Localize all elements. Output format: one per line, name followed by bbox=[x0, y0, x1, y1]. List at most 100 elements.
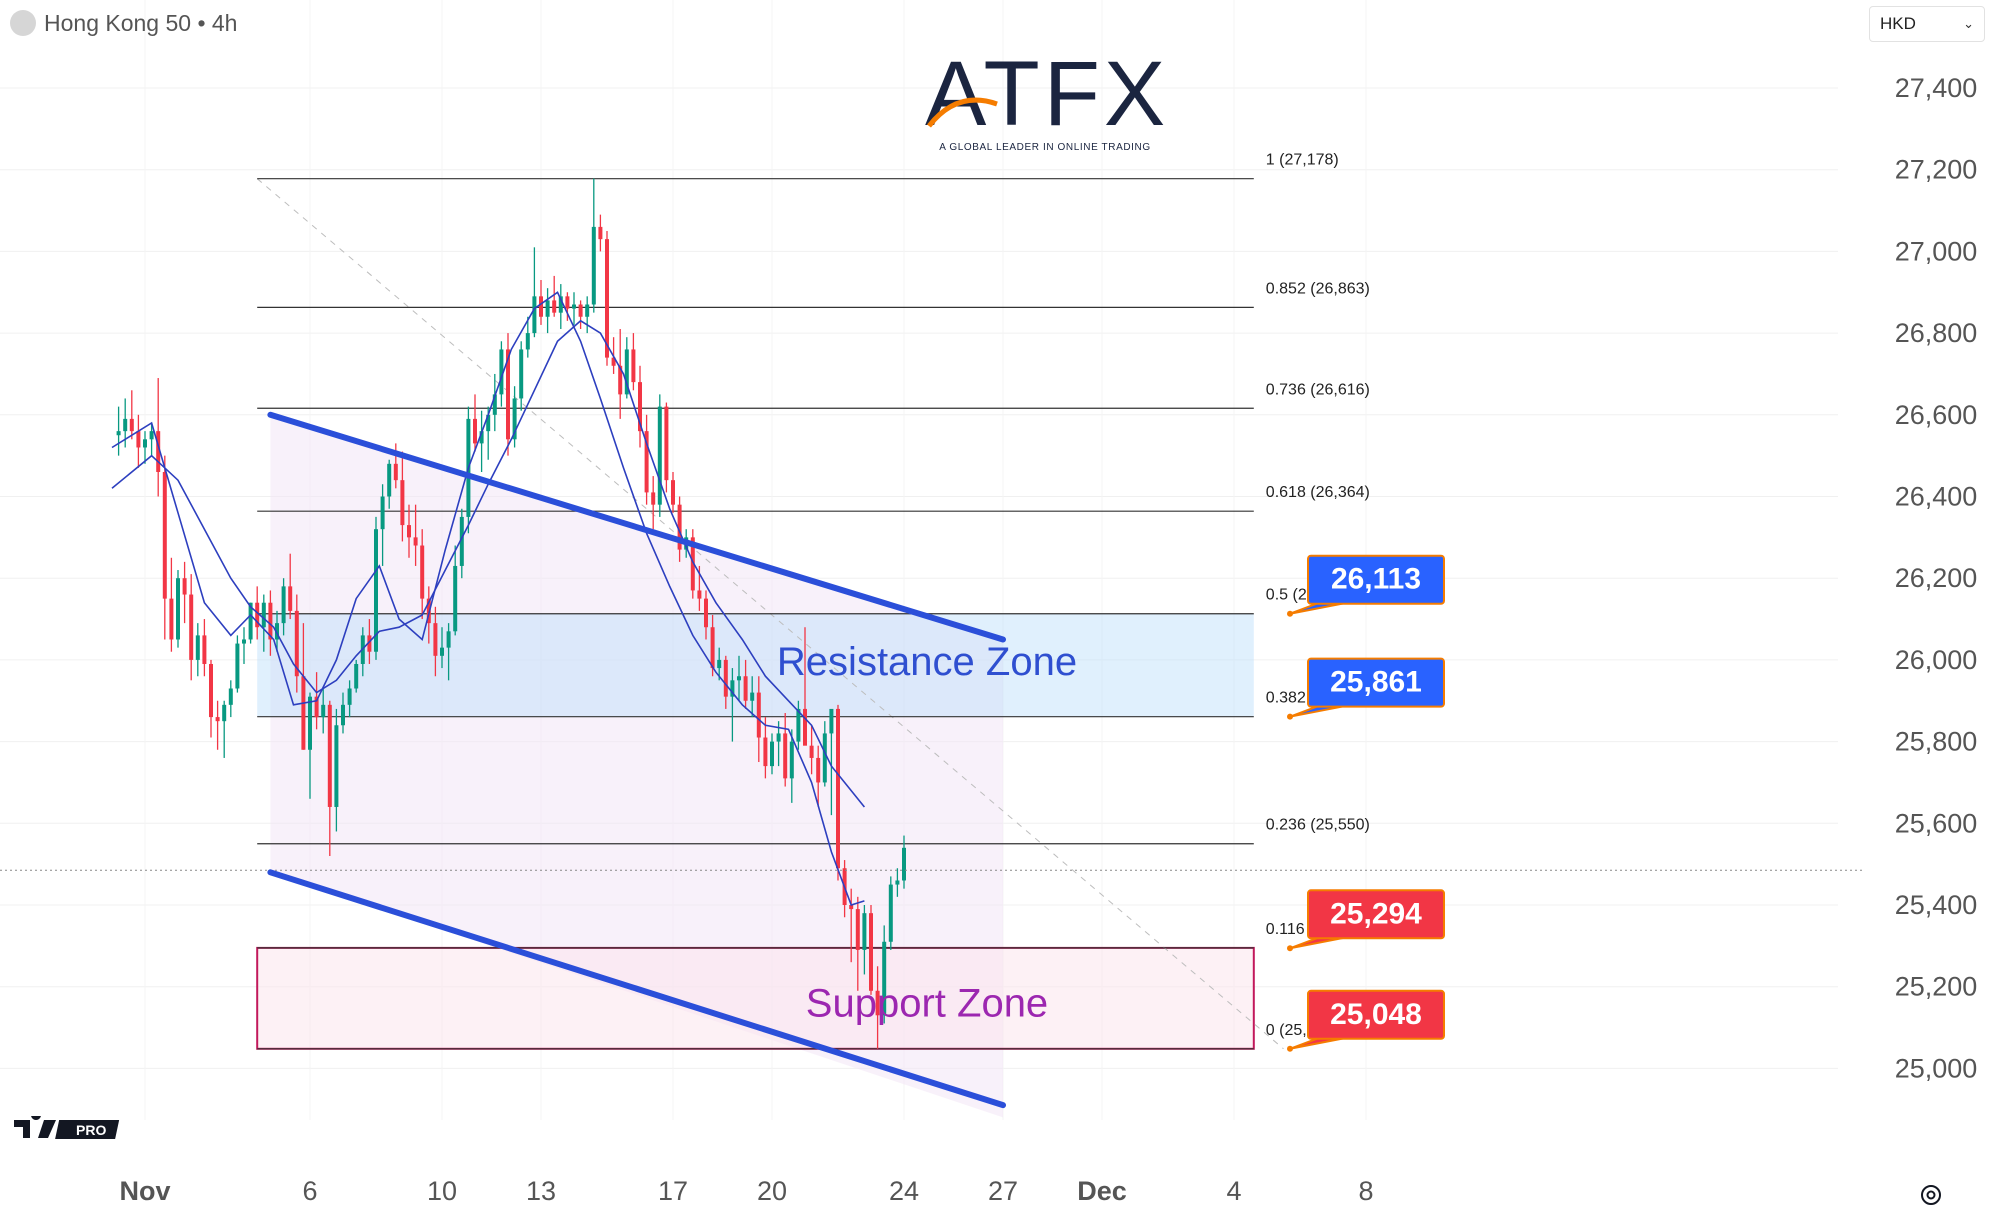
candle-body[interactable] bbox=[750, 692, 755, 701]
moving-average-layer[interactable] bbox=[111, 291, 866, 906]
candle-body[interactable] bbox=[743, 676, 748, 701]
candle-body[interactable] bbox=[275, 623, 279, 640]
candle-body[interactable] bbox=[875, 990, 880, 1016]
candle-body[interactable] bbox=[525, 333, 530, 350]
candle-body[interactable] bbox=[809, 745, 814, 758]
candle-body[interactable] bbox=[288, 586, 293, 611]
candle-body[interactable] bbox=[354, 663, 359, 689]
candle-body[interactable] bbox=[664, 406, 669, 481]
candle-body[interactable] bbox=[459, 516, 464, 566]
candle-body[interactable] bbox=[413, 537, 418, 546]
candle-body[interactable] bbox=[519, 349, 524, 399]
symbol-header[interactable]: Hong Kong 50 • 4h bbox=[10, 8, 237, 38]
symbol-title[interactable]: Hong Kong 50 • 4h bbox=[44, 9, 238, 36]
candle-body[interactable] bbox=[195, 635, 200, 660]
candle-body[interactable] bbox=[182, 578, 187, 595]
candle-body[interactable] bbox=[631, 349, 636, 383]
candle-body[interactable] bbox=[578, 304, 583, 317]
candle-body[interactable] bbox=[308, 696, 312, 750]
candle-body[interactable] bbox=[565, 296, 570, 309]
settings-icon[interactable] bbox=[1918, 1182, 1944, 1208]
candle-body[interactable] bbox=[855, 909, 860, 950]
candle-body[interactable] bbox=[327, 704, 332, 807]
candle-body[interactable] bbox=[367, 635, 372, 652]
candle-body[interactable] bbox=[591, 226, 596, 305]
candle-body[interactable] bbox=[387, 463, 392, 497]
candle-body[interactable] bbox=[552, 300, 557, 313]
candle-body[interactable] bbox=[539, 296, 543, 317]
candle-body[interactable] bbox=[902, 847, 906, 881]
candle-body[interactable] bbox=[228, 688, 233, 705]
candle-body[interactable] bbox=[704, 598, 708, 628]
channel-upper-line[interactable] bbox=[267, 411, 1006, 643]
candle-body[interactable] bbox=[671, 480, 675, 505]
candle-body[interactable] bbox=[156, 431, 161, 472]
price-callout-box[interactable] bbox=[1307, 989, 1445, 1040]
candle-body[interactable] bbox=[651, 492, 656, 505]
candle-body[interactable] bbox=[129, 418, 134, 432]
candle-body[interactable] bbox=[710, 627, 715, 669]
candle-body[interactable] bbox=[261, 602, 266, 628]
candle-body[interactable] bbox=[400, 480, 405, 526]
candle-body[interactable] bbox=[123, 418, 128, 432]
candle-body[interactable] bbox=[334, 725, 339, 807]
candles-layer[interactable] bbox=[116, 178, 906, 1049]
candle-body[interactable] bbox=[440, 647, 444, 656]
candle-body[interactable] bbox=[149, 431, 154, 440]
candle-body[interactable] bbox=[499, 349, 504, 395]
candle-body[interactable] bbox=[869, 913, 873, 991]
candle-body[interactable] bbox=[268, 602, 273, 640]
channel-layer[interactable] bbox=[0, 411, 1865, 1109]
candle-body[interactable] bbox=[116, 431, 121, 436]
tradingview-logo[interactable]: PRO bbox=[14, 1110, 124, 1149]
candle-body[interactable] bbox=[882, 941, 887, 1016]
candle-body[interactable] bbox=[545, 300, 550, 317]
candle-body[interactable] bbox=[281, 586, 286, 624]
candle-body[interactable] bbox=[888, 884, 893, 942]
candle-body[interactable] bbox=[512, 398, 517, 440]
candle-body[interactable] bbox=[730, 680, 735, 697]
candle-body[interactable] bbox=[895, 880, 900, 885]
candle-body[interactable] bbox=[697, 590, 702, 599]
candle-body[interactable] bbox=[657, 406, 662, 505]
candle-body[interactable] bbox=[347, 688, 352, 705]
candle-body[interactable] bbox=[176, 578, 180, 640]
candle-body[interactable] bbox=[492, 394, 497, 415]
candle-body[interactable] bbox=[770, 741, 774, 767]
candle-body[interactable] bbox=[407, 525, 411, 538]
candle-body[interactable] bbox=[294, 610, 299, 677]
candle-body[interactable] bbox=[393, 463, 398, 481]
candle-body[interactable] bbox=[506, 349, 510, 440]
candle-body[interactable] bbox=[836, 708, 840, 869]
candle-body[interactable] bbox=[242, 639, 246, 644]
candle-body[interactable] bbox=[143, 439, 147, 448]
moving-average-slow[interactable] bbox=[111, 319, 866, 808]
candle-body[interactable] bbox=[248, 602, 253, 640]
candle-body[interactable] bbox=[796, 708, 801, 742]
currency-selector[interactable]: HKD ⌄ bbox=[1869, 6, 1985, 42]
candle-body[interactable] bbox=[209, 663, 213, 718]
candle-body[interactable] bbox=[763, 737, 768, 767]
candle-body[interactable] bbox=[136, 431, 141, 448]
candle-body[interactable] bbox=[723, 659, 728, 697]
candle-body[interactable] bbox=[321, 704, 326, 718]
candle-body[interactable] bbox=[822, 733, 827, 783]
candle-body[interactable] bbox=[215, 717, 220, 722]
candle-body[interactable] bbox=[611, 357, 616, 366]
candle-body[interactable] bbox=[783, 733, 788, 779]
candle-body[interactable] bbox=[446, 631, 451, 648]
candle-body[interactable] bbox=[690, 537, 695, 591]
candle-body[interactable] bbox=[776, 733, 781, 742]
candle-body[interactable] bbox=[255, 602, 260, 628]
candle-body[interactable] bbox=[605, 239, 609, 358]
candle-body[interactable] bbox=[618, 365, 623, 395]
candle-body[interactable] bbox=[341, 704, 345, 726]
candle-body[interactable] bbox=[222, 704, 227, 722]
candle-body[interactable] bbox=[532, 296, 537, 334]
candle-body[interactable] bbox=[756, 692, 761, 738]
candle-body[interactable] bbox=[717, 659, 722, 669]
candle-body[interactable] bbox=[558, 296, 563, 313]
candle-body[interactable] bbox=[235, 643, 240, 689]
